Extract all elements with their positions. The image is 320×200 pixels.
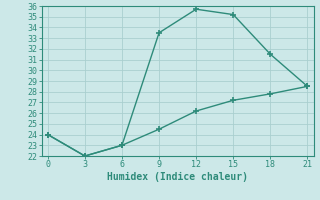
X-axis label: Humidex (Indice chaleur): Humidex (Indice chaleur) — [107, 172, 248, 182]
